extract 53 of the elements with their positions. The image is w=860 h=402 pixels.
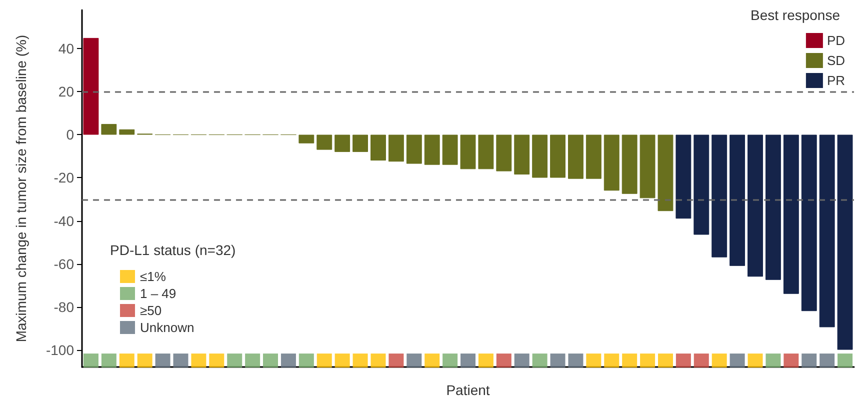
y-axis-title: Maximum change in tumor size from baseline (%) [13, 34, 29, 342]
bar [604, 134, 620, 191]
bar [442, 134, 458, 165]
bar [532, 134, 548, 178]
legend-label: SD [826, 53, 846, 68]
bar [658, 134, 674, 212]
bar [837, 134, 853, 350]
legend-label: ≥50 [140, 303, 162, 318]
bar [406, 134, 422, 164]
bar [640, 134, 656, 198]
bar [694, 134, 710, 235]
bar [370, 134, 386, 161]
legend-label: ≤1% [140, 269, 166, 284]
y-tick-label: -20 [54, 170, 74, 186]
bar [298, 134, 314, 144]
y-tick-label: -40 [54, 212, 74, 229]
bar [83, 38, 99, 135]
annotation: PD-L1 status (n=32) [110, 242, 236, 258]
bar [730, 134, 746, 266]
bar [622, 134, 638, 194]
y-tick-label: 40 [58, 40, 74, 57]
bar [424, 134, 440, 165]
bar [550, 134, 566, 178]
y-tick-label: -100 [46, 342, 74, 358]
legend-title: Best response [750, 7, 840, 23]
bar [801, 134, 817, 312]
legend-label: PD [826, 33, 846, 48]
bar [478, 134, 494, 170]
bar [316, 134, 332, 150]
bar [119, 129, 135, 135]
bar [712, 134, 728, 258]
bar [568, 134, 584, 179]
bar [388, 134, 404, 162]
y-tick-label: 20 [58, 84, 74, 100]
bar [352, 134, 368, 152]
bar [101, 124, 117, 135]
bar [334, 134, 350, 152]
bar [676, 134, 692, 219]
bar [514, 134, 530, 175]
x-axis-title: Patient [446, 382, 490, 398]
bar [783, 134, 799, 294]
legend-label: 1 – 49 [140, 286, 176, 301]
bar [460, 134, 476, 170]
bar [819, 134, 835, 328]
bar [586, 134, 602, 179]
legend-label: Unknown [140, 320, 194, 335]
legend-label: PR [826, 73, 846, 88]
bar [765, 134, 781, 280]
bar [496, 134, 512, 172]
y-tick-label: -80 [54, 298, 74, 315]
bar [748, 134, 763, 277]
y-tick-label: 0 [66, 126, 74, 143]
y-tick-label: -60 [54, 256, 74, 272]
